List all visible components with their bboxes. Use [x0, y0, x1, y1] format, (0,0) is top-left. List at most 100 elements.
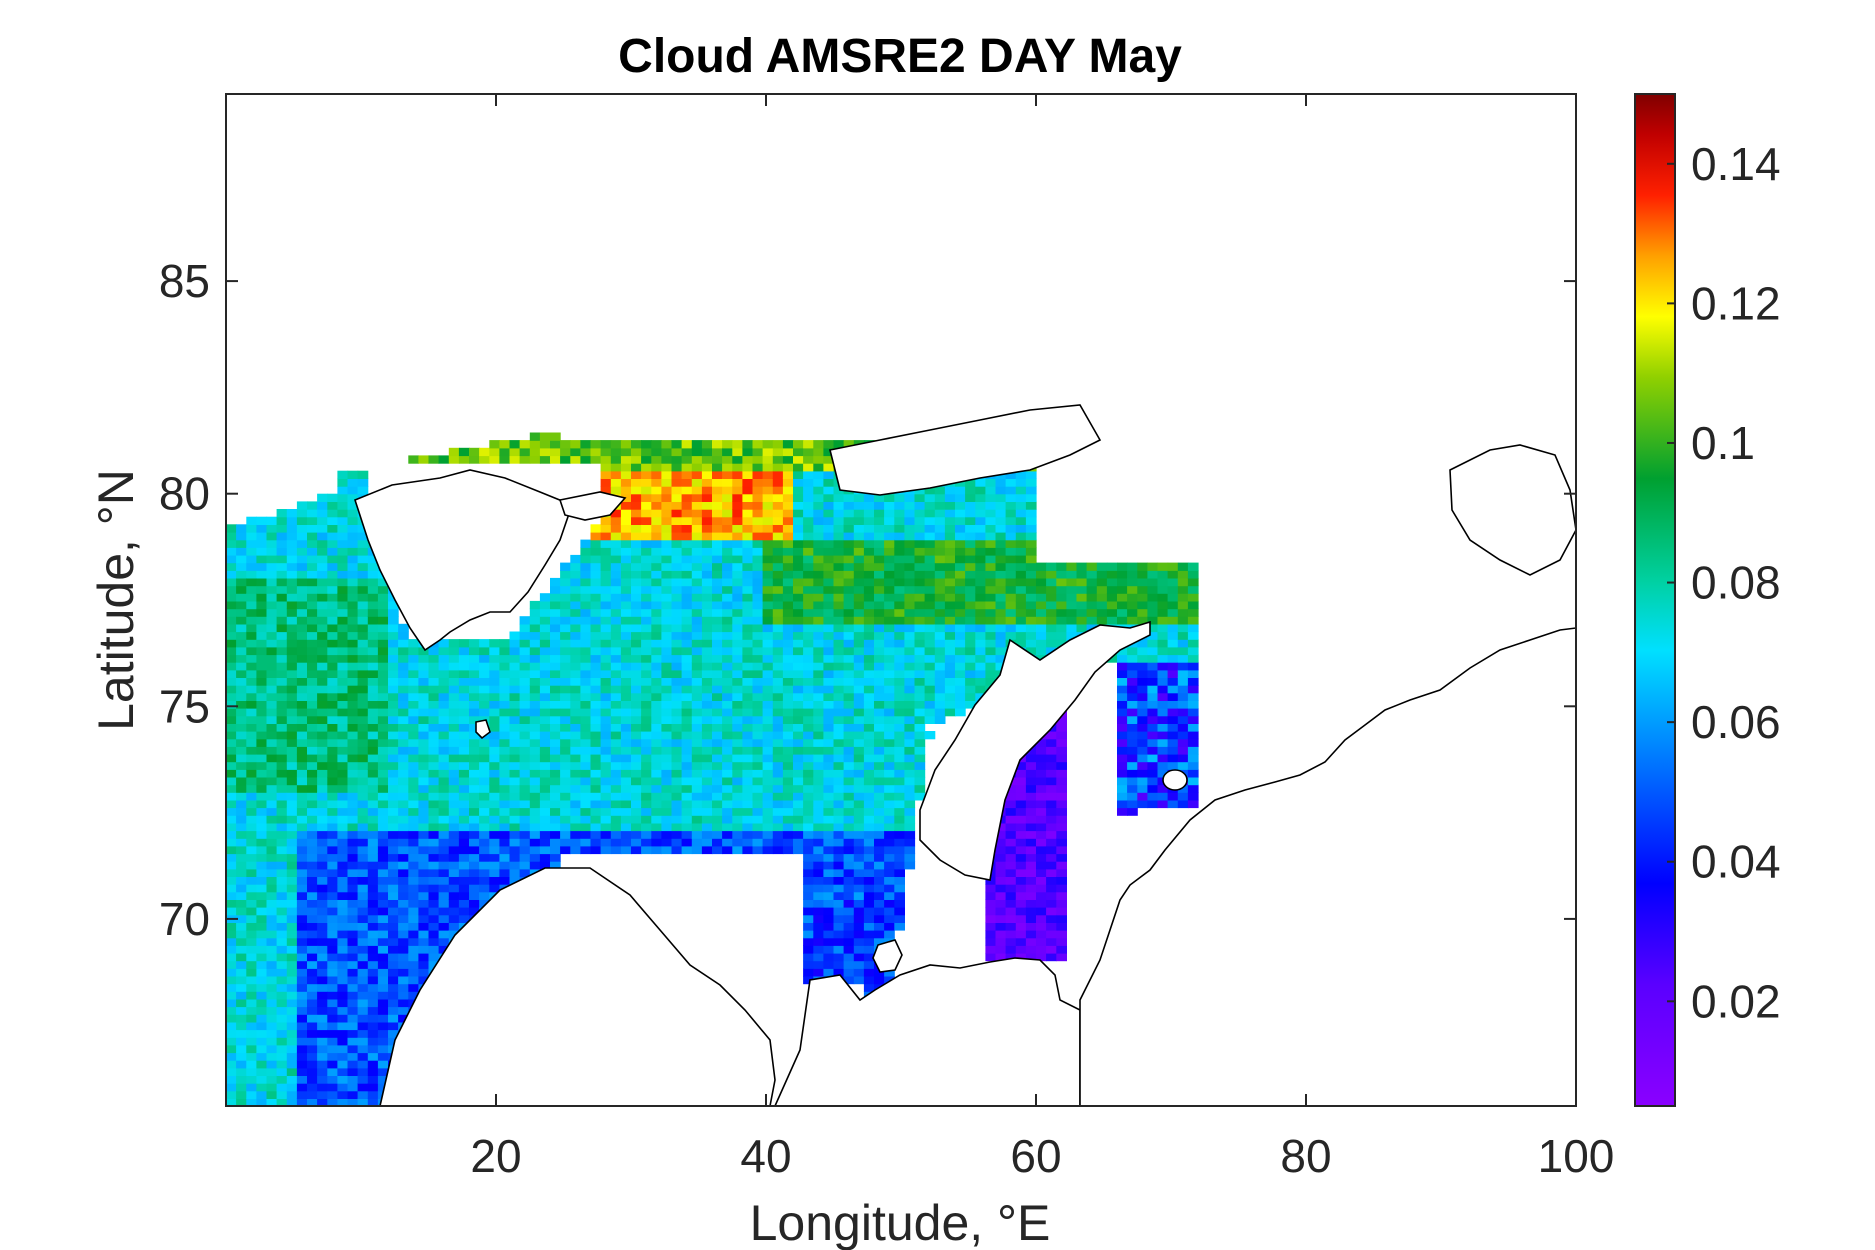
heatmap-cell	[236, 1044, 247, 1054]
heatmap-cell	[610, 761, 622, 770]
heatmap-cell	[924, 685, 936, 694]
heatmap-cell	[995, 930, 1007, 939]
heatmap-cell	[833, 692, 845, 701]
heatmap-cell	[337, 1014, 349, 1023]
heatmap-cell	[995, 830, 1007, 839]
heatmap-cell	[519, 708, 531, 717]
heatmap-cell	[995, 822, 1007, 832]
heatmap-cell	[1025, 509, 1037, 518]
heatmap-cell	[580, 440, 592, 449]
heatmap-cell	[823, 792, 835, 801]
heatmap-cell	[863, 593, 875, 602]
heatmap-cell	[246, 876, 257, 885]
heatmap-cell	[742, 723, 754, 732]
heatmap-cell	[712, 723, 723, 732]
heatmap-cell	[479, 700, 490, 709]
heatmap-cell	[742, 700, 754, 709]
heatmap-cell	[276, 899, 288, 908]
heatmap-cell	[894, 899, 905, 908]
heatmap-cell	[874, 853, 885, 862]
heatmap-cell	[631, 715, 642, 724]
heatmap-cell	[631, 470, 642, 479]
heatmap-cell	[823, 746, 835, 755]
heatmap-cell	[975, 623, 986, 633]
heatmap-cell	[762, 799, 774, 809]
heatmap-cell	[833, 945, 845, 954]
heatmap-cell	[843, 761, 855, 770]
heatmap-cell	[833, 532, 845, 541]
heatmap-cell	[833, 952, 845, 962]
heatmap-cell	[732, 585, 743, 594]
heatmap-cell	[813, 562, 824, 571]
heatmap-cell	[833, 746, 845, 755]
heatmap-cell	[266, 1060, 278, 1069]
heatmap-cell	[580, 776, 592, 786]
heatmap-cell	[874, 524, 885, 533]
heatmap-cell	[874, 501, 885, 510]
heatmap-cell	[418, 930, 430, 939]
heatmap-cell	[317, 853, 328, 862]
heatmap-cell	[539, 685, 551, 694]
heatmap-cell	[600, 562, 612, 571]
heatmap-cell	[661, 631, 673, 640]
heatmap-cell	[843, 440, 855, 449]
heatmap-cell	[985, 509, 997, 518]
heatmap-cell	[681, 807, 693, 816]
heatmap-cell	[1005, 792, 1017, 801]
heatmap-cell	[874, 685, 885, 694]
heatmap-cell	[560, 708, 571, 717]
heatmap-cell	[853, 807, 865, 816]
heatmap-cell	[924, 692, 936, 701]
heatmap-cell	[803, 501, 814, 510]
heatmap-cell	[691, 470, 703, 479]
heatmap-cell	[1025, 799, 1037, 809]
heatmap-cell	[388, 799, 399, 809]
heatmap-cell	[357, 884, 369, 893]
heatmap-cell	[479, 769, 490, 778]
heatmap-cell	[286, 646, 298, 656]
heatmap-cell	[347, 677, 359, 686]
heatmap-cell	[732, 700, 743, 709]
heatmap-cell	[904, 509, 916, 518]
heatmap-cell	[398, 654, 409, 663]
heatmap-cell	[934, 509, 946, 518]
heatmap-cell	[286, 669, 298, 678]
heatmap-cell	[367, 685, 379, 694]
heatmap-cell	[266, 723, 278, 732]
heatmap-cell	[286, 753, 298, 763]
heatmap-cell	[762, 493, 774, 502]
heatmap-cell	[570, 792, 581, 801]
heatmap-cell	[712, 700, 723, 709]
heatmap-cell	[236, 539, 247, 548]
heatmap-cell	[377, 654, 389, 663]
heatmap-cell	[580, 692, 592, 701]
heatmap-cell	[286, 914, 298, 923]
heatmap-cell	[1025, 853, 1037, 862]
heatmap-cell	[266, 1021, 278, 1031]
heatmap-cell	[256, 784, 268, 793]
heatmap-cell	[1025, 486, 1037, 495]
heatmap-cell	[367, 1052, 379, 1061]
heatmap-cell	[742, 463, 754, 472]
heatmap-cell	[590, 692, 602, 701]
heatmap-cell	[448, 876, 460, 885]
heatmap-cell	[793, 447, 804, 457]
heatmap-cell	[256, 1090, 268, 1099]
heatmap-cell	[681, 731, 693, 740]
heatmap-cell	[813, 937, 824, 946]
heatmap-cell	[732, 639, 743, 648]
heatmap-cell	[276, 685, 288, 694]
heatmap-cell	[570, 646, 581, 656]
heatmap-cell	[752, 501, 764, 510]
heatmap-cell	[236, 616, 247, 625]
heatmap-cell	[914, 776, 926, 786]
heatmap-cell	[286, 593, 298, 602]
heatmap-cell	[226, 998, 237, 1008]
heatmap-cell	[347, 952, 359, 962]
heatmap-cell	[641, 509, 652, 518]
heatmap-cell	[651, 616, 662, 625]
heatmap-cell	[894, 577, 905, 587]
heatmap-cell	[600, 447, 612, 457]
heatmap-cell	[712, 815, 723, 824]
heatmap-cell	[914, 685, 926, 694]
